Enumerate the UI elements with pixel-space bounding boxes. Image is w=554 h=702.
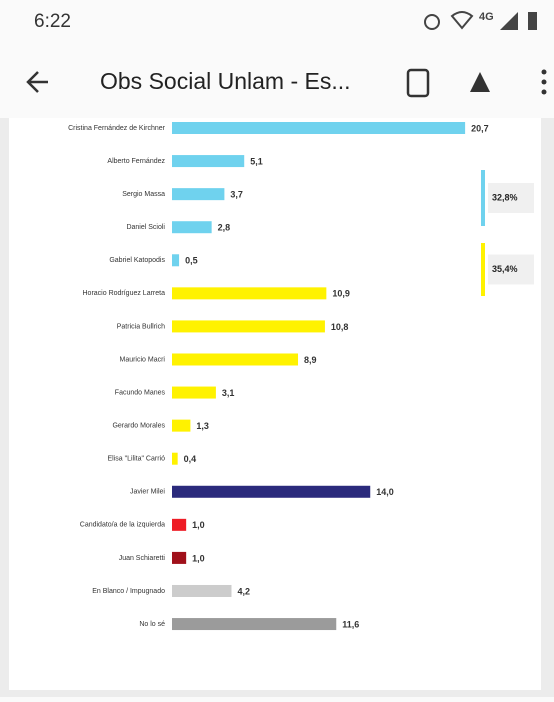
find-button[interactable] [406, 68, 430, 98]
category-label: En Blanco / Impugnado [92, 588, 165, 595]
status-network: 4G [479, 11, 494, 23]
value-label: 20,7 [471, 123, 489, 133]
bar [172, 584, 232, 597]
category-label: No lo sé [139, 621, 165, 628]
category-label: Gerardo Morales [112, 422, 165, 429]
category-label: Candidato/a de la izquierda [80, 522, 165, 529]
bar [172, 287, 327, 300]
value-label: 8,9 [304, 355, 317, 365]
value-label: 0,5 [185, 256, 198, 266]
category-label: Juan Schiaretti [119, 555, 166, 562]
value-label: 3,7 [230, 190, 243, 200]
status-time: 6:22 [34, 11, 71, 32]
bar [172, 452, 178, 465]
bar [172, 419, 191, 432]
drive-button[interactable] [470, 72, 490, 92]
bar [172, 551, 187, 564]
wifi-icon [450, 11, 474, 30]
annotation-label: 35,4% [492, 264, 518, 274]
document-page [9, 118, 541, 690]
category-label: Sergio Massa [122, 191, 165, 198]
category-label: Gabriel Katopodis [109, 257, 165, 264]
value-label: 2,8 [218, 223, 231, 233]
bar [172, 320, 325, 333]
annotation-label: 32,8% [492, 192, 518, 202]
category-label: Elisa "Lilita" Carrió [108, 456, 166, 463]
alarm-icon [424, 14, 440, 30]
value-label: 1,3 [196, 421, 209, 431]
value-label: 14,0 [376, 487, 394, 497]
bar [172, 155, 245, 168]
signal-icon [500, 12, 518, 30]
category-label: Mauricio Macri [119, 356, 165, 363]
value-label: 5,1 [250, 156, 263, 166]
bracket-line [481, 243, 485, 296]
bar [172, 618, 337, 631]
menu-dot [541, 89, 547, 95]
back-button[interactable] [26, 71, 48, 93]
category-label: Javier Milei [130, 489, 165, 496]
category-label: Horacio Rodríguez Larreta [83, 290, 166, 297]
bar [172, 518, 187, 531]
bar [172, 386, 216, 399]
category-label: Cristina Fernández de Kirchner [68, 125, 166, 132]
category-label: Alberto Fernández [107, 158, 165, 165]
chart: Cristina Fernández de Kirchner 20,7 Albert… [68, 122, 534, 631]
category-label: Patricia Bullrich [117, 323, 165, 330]
value-label: 0,4 [184, 454, 197, 464]
value-label: 3,1 [222, 388, 235, 398]
toolbar-title: Obs Social Unlam - Es... [100, 68, 351, 94]
bar [172, 254, 180, 267]
category-label: Daniel Scioli [126, 224, 165, 231]
value-label: 1,0 [192, 520, 205, 530]
value-label: 10,8 [331, 322, 349, 332]
value-label: 11,6 [342, 619, 359, 629]
value-label: 1,0 [192, 553, 205, 563]
value-label: 10,9 [332, 289, 350, 299]
menu-dot [541, 79, 547, 85]
menu-button[interactable] [541, 69, 547, 75]
value-label: 4,2 [237, 586, 250, 596]
category-label: Facundo Manes [115, 389, 166, 396]
bracket-line [481, 170, 485, 226]
annotation-box [488, 254, 534, 285]
bar [172, 221, 212, 234]
bar [172, 353, 299, 366]
bar [172, 485, 371, 498]
battery-icon [528, 12, 537, 30]
annotation-box [488, 183, 534, 213]
bar [172, 122, 466, 134]
bar [172, 188, 225, 201]
